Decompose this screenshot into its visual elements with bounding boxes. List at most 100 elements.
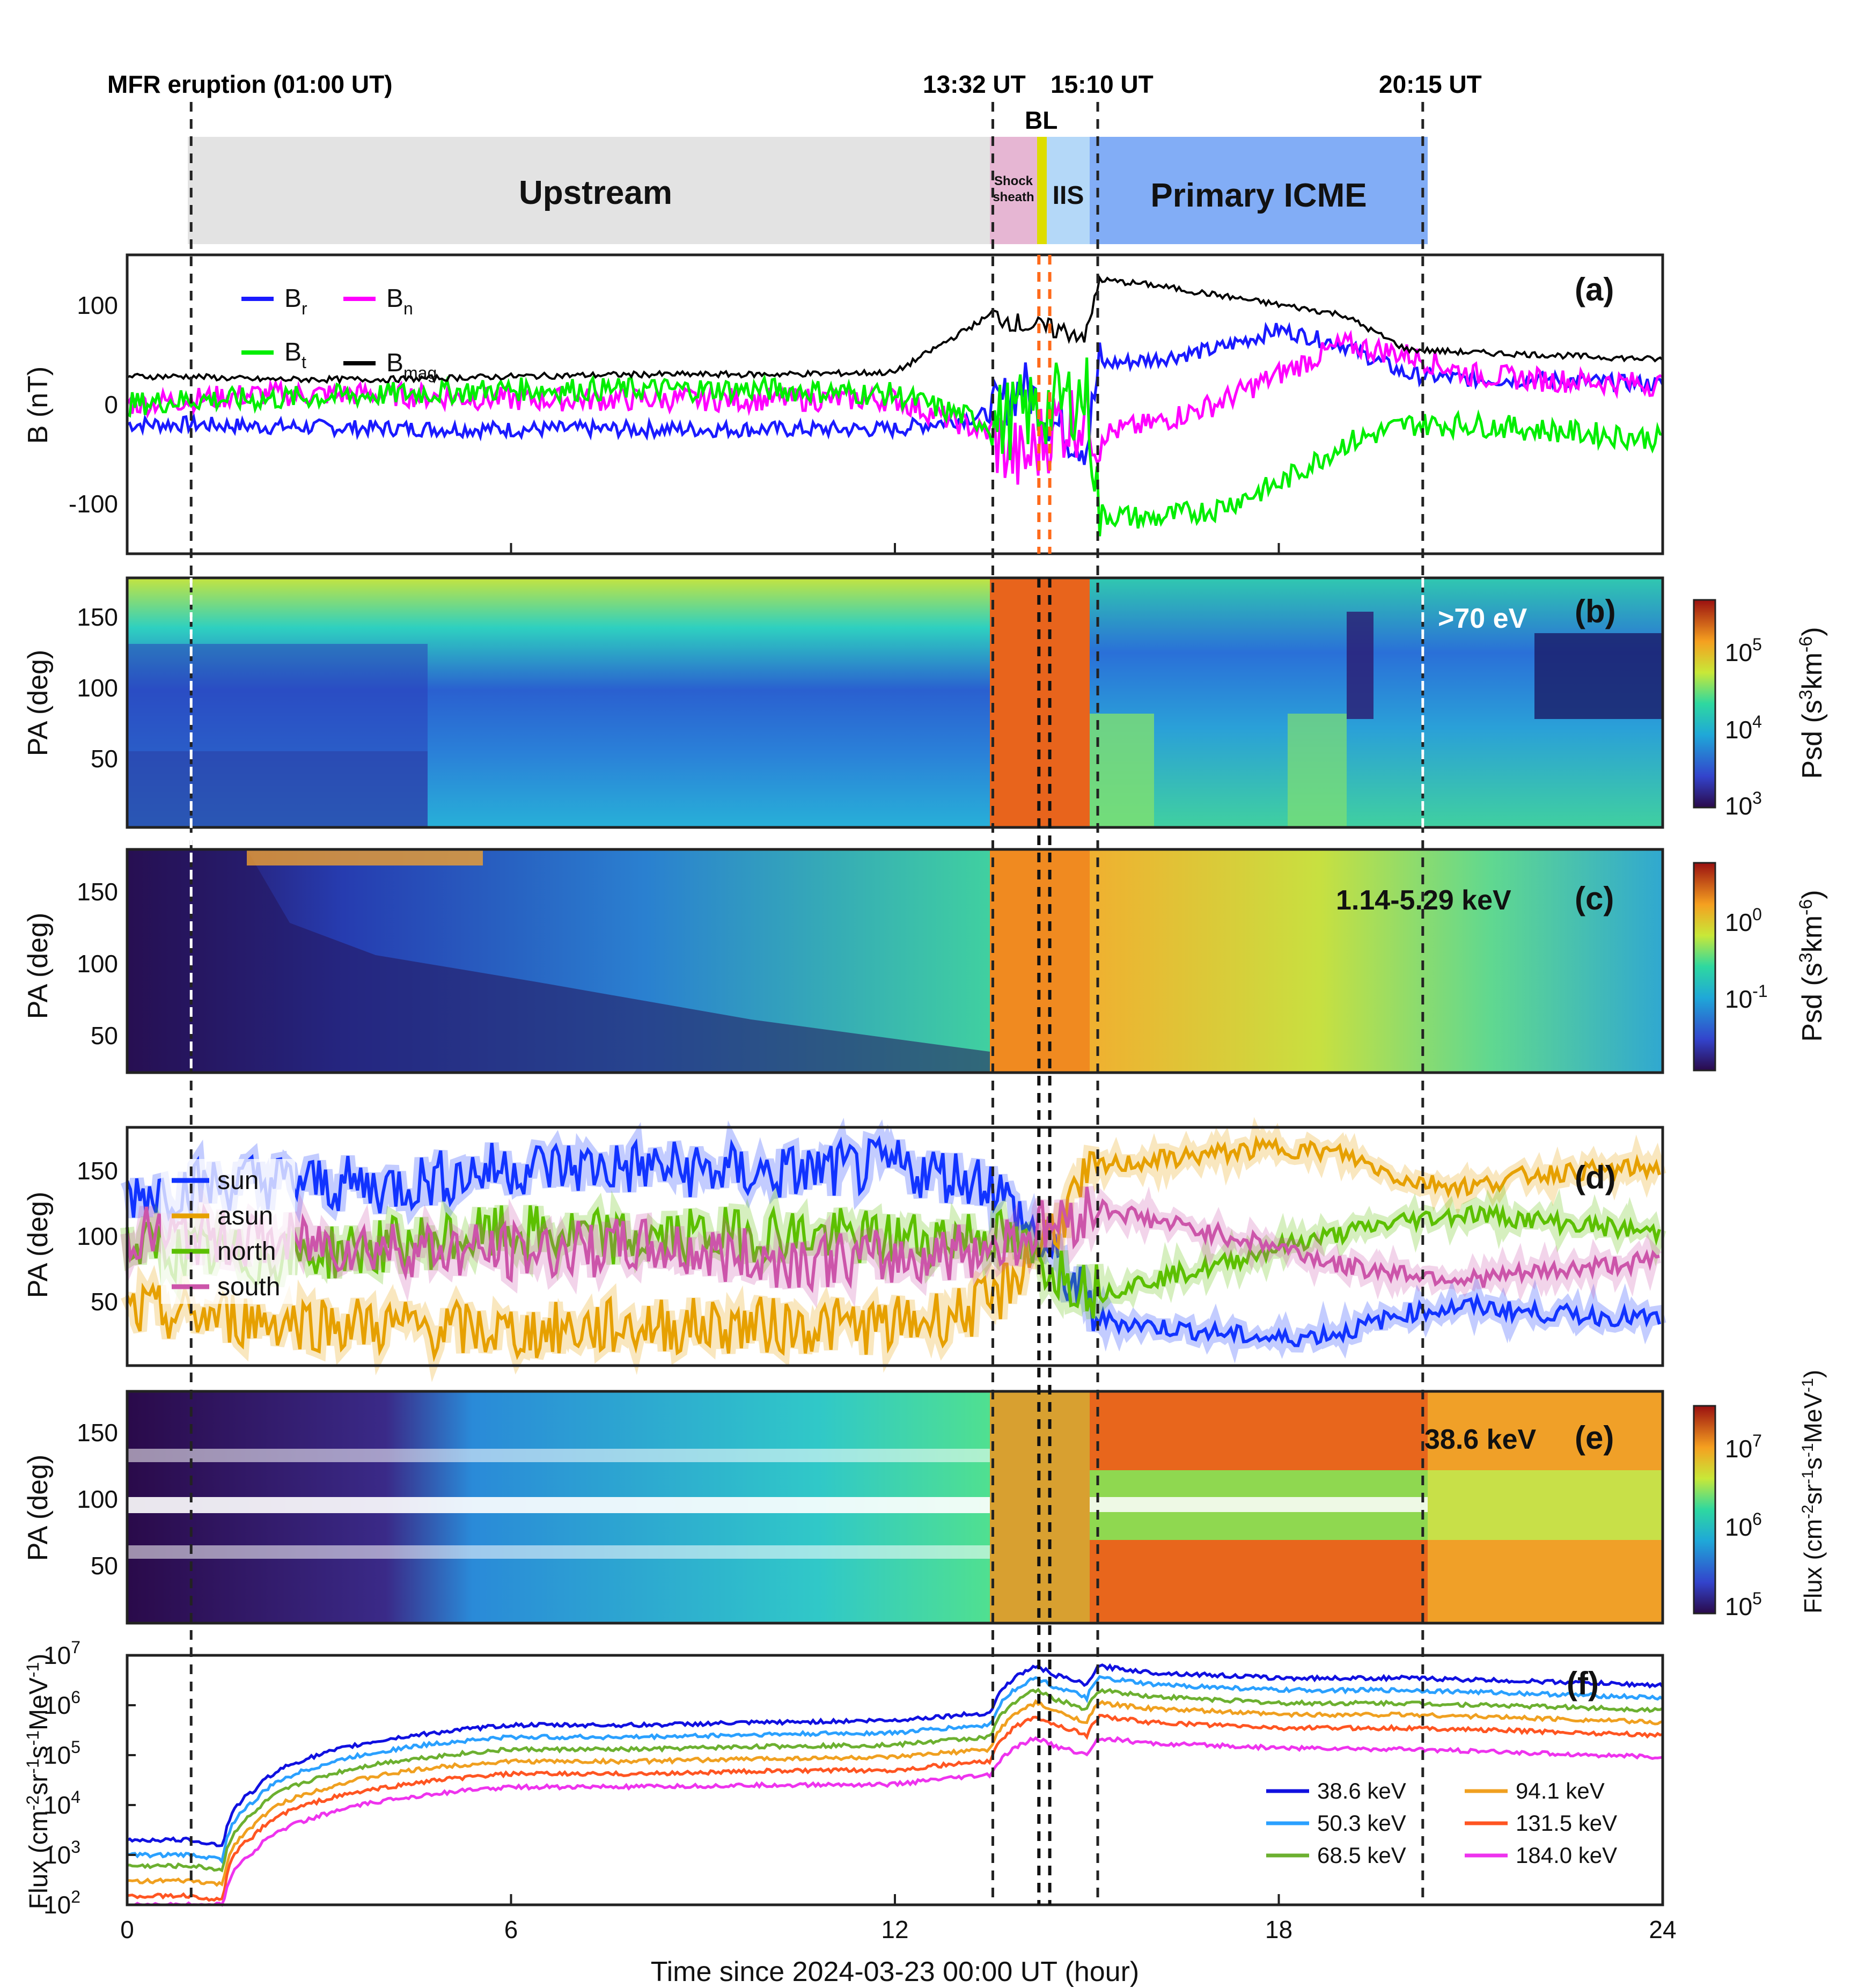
b-cbar-label: Psd (s3km-6) bbox=[1796, 627, 1828, 779]
x-tick-6: 6 bbox=[504, 1916, 518, 1943]
legend-94: 94.1 keV bbox=[1516, 1778, 1605, 1803]
b-icme-green-band bbox=[1090, 714, 1154, 827]
icme-end-label: 20:15 UT bbox=[1379, 70, 1482, 98]
d-ytick-150: 150 bbox=[77, 1157, 118, 1185]
b-ytick-50: 50 bbox=[91, 745, 118, 773]
c-cbar-tick-1e0: 100 bbox=[1725, 905, 1762, 936]
d-tag: (d) bbox=[1575, 1160, 1616, 1195]
f-ytick-5: 105 bbox=[43, 1737, 80, 1769]
legend-184: 184.0 keV bbox=[1516, 1843, 1617, 1868]
e-downstream-center-band bbox=[1428, 1470, 1663, 1540]
shock-sheath-region bbox=[990, 137, 1037, 244]
b-ylabel: PA (deg) bbox=[23, 650, 54, 756]
e-energy-label: 38.6 keV bbox=[1424, 1424, 1536, 1455]
b-colorbar bbox=[1693, 599, 1716, 809]
e-ytick-100: 100 bbox=[77, 1485, 118, 1513]
bl-region bbox=[1037, 137, 1047, 244]
panel-d: 150 100 50 PA (deg) (d) sun asun north s… bbox=[23, 1117, 1666, 1383]
legend-br: Br bbox=[284, 284, 307, 318]
panel-e: 150 100 50 PA (deg) 38.6 keV (e) 107 106… bbox=[23, 1370, 1827, 1625]
legend-bt: Bt bbox=[284, 338, 306, 372]
panel-c: 150 100 50 PA (deg) 1.14-5.29 keV (c) 10… bbox=[23, 848, 1828, 1074]
b-cbar-tick-1e4: 104 bbox=[1725, 712, 1762, 744]
d-legend-box bbox=[161, 1159, 295, 1304]
upstream-label: Upstream bbox=[519, 174, 672, 211]
c-ytick-150: 150 bbox=[77, 878, 118, 906]
icme-start-label: 15:10 UT bbox=[1051, 70, 1154, 98]
f-ylabel: Flux (cm-2sr-1s-1MeV-1) bbox=[23, 1654, 53, 1909]
flux-series-4 bbox=[127, 1714, 1663, 1902]
f-ytick-2: 102 bbox=[43, 1887, 80, 1919]
b-series-bmag bbox=[127, 275, 1664, 385]
flux-series-5 bbox=[127, 1736, 1663, 1907]
legend-north: north bbox=[217, 1237, 276, 1266]
x-axis: 0 6 12 18 24 bbox=[120, 543, 1677, 1943]
legend-50: 50.3 keV bbox=[1317, 1810, 1406, 1836]
b-upstream-dark-middle bbox=[127, 644, 428, 751]
legend-bmag: Bmag bbox=[386, 349, 437, 383]
f-ytick-6: 106 bbox=[43, 1688, 80, 1719]
c-upstream-orange-strip bbox=[247, 849, 483, 865]
e-upstream-gap-3 bbox=[127, 1545, 990, 1559]
iis-region bbox=[1047, 137, 1090, 244]
panel-b: 150 100 50 PA (deg) >70 eV (b) 105 104 1… bbox=[23, 576, 1828, 829]
c-ylabel: PA (deg) bbox=[23, 913, 54, 1019]
flux-series-3 bbox=[127, 1699, 1663, 1887]
b-icme-dark-stripe bbox=[1347, 612, 1373, 719]
b-downstream-dark bbox=[1534, 633, 1663, 719]
bl-label: BL bbox=[1025, 106, 1057, 134]
upstream-region bbox=[188, 137, 990, 244]
f-ytick-3: 103 bbox=[43, 1837, 80, 1869]
b-icme-green-band-2 bbox=[1288, 714, 1347, 827]
pa-series-sun bbox=[126, 1135, 1661, 1347]
c-colorbar bbox=[1693, 862, 1716, 1072]
event-lines bbox=[189, 102, 1424, 1905]
e-cbar-tick-1e5: 105 bbox=[1725, 1589, 1762, 1620]
shock-sheath-label-1: Shock bbox=[994, 174, 1033, 188]
pa-series-asun bbox=[126, 1135, 1661, 1362]
c-cbar-label: Psd (s3km-6) bbox=[1796, 890, 1828, 1041]
e-ytick-50: 50 bbox=[91, 1552, 118, 1580]
a-ytick-100: 100 bbox=[77, 291, 118, 319]
b-cbar-tick-1e3: 103 bbox=[1725, 788, 1762, 820]
x-tick-12: 12 bbox=[881, 1916, 908, 1943]
e-ylabel: PA (deg) bbox=[23, 1455, 54, 1561]
b-ytick-100: 100 bbox=[77, 674, 118, 702]
e-upstream-gap-1 bbox=[127, 1497, 990, 1513]
d-legend: sun asun north south bbox=[161, 1159, 295, 1304]
primary-icme-label: Primary ICME bbox=[1150, 177, 1367, 214]
legend-bn: Bn bbox=[386, 284, 413, 318]
c-cbar-tick-1e-1: 10-1 bbox=[1725, 981, 1768, 1013]
c-icme-fill bbox=[1090, 849, 1663, 1073]
d-ylabel: PA (deg) bbox=[23, 1192, 54, 1298]
panel-f: 107 106 105 104 103 102 Flux (cm-2sr-1s-1MeV-… bbox=[23, 1638, 1664, 1919]
panel-e-frame bbox=[126, 1390, 1664, 1625]
a-legend: Br Bn Bt Bmag bbox=[241, 284, 437, 383]
c-tag: (c) bbox=[1575, 881, 1614, 916]
legend-asun: asun bbox=[217, 1202, 273, 1230]
pa-series-south bbox=[126, 1186, 1660, 1294]
d-ytick-50: 50 bbox=[91, 1288, 118, 1316]
region-bar: Upstream Shock sheath IIS Primary ICME bbox=[188, 137, 1428, 244]
panel-c-frame bbox=[126, 848, 1664, 1074]
flux-series-1 bbox=[127, 1675, 1664, 1865]
c-ytick-50: 50 bbox=[91, 1022, 118, 1050]
b-series-bt bbox=[126, 357, 1663, 537]
b-ytick-150: 150 bbox=[77, 603, 118, 631]
b-series-br bbox=[126, 321, 1664, 465]
f-legend: 38.6 keV 50.3 keV 68.5 keV 94.1 keV 131.… bbox=[1266, 1778, 1617, 1868]
a-ytick-0: 0 bbox=[104, 391, 118, 419]
a-ytick-neg100: -100 bbox=[69, 490, 118, 518]
flux-series-0 bbox=[126, 1663, 1664, 1847]
b-tag: (b) bbox=[1575, 593, 1616, 629]
shock-sheath-label-2: sheath bbox=[993, 190, 1034, 204]
panel-a: 100 0 -100 B (nT) (a) Br Bn Bt Bmag bbox=[23, 253, 1664, 555]
legend-131: 131.5 keV bbox=[1516, 1810, 1617, 1836]
e-tag: (e) bbox=[1575, 1420, 1614, 1456]
f-ytick-7: 107 bbox=[43, 1638, 80, 1669]
e-icme-gap bbox=[1090, 1497, 1428, 1512]
legend-68: 68.5 keV bbox=[1317, 1843, 1406, 1868]
x-tick-0: 0 bbox=[120, 1916, 134, 1943]
a-ylabel: B (nT) bbox=[23, 366, 54, 444]
